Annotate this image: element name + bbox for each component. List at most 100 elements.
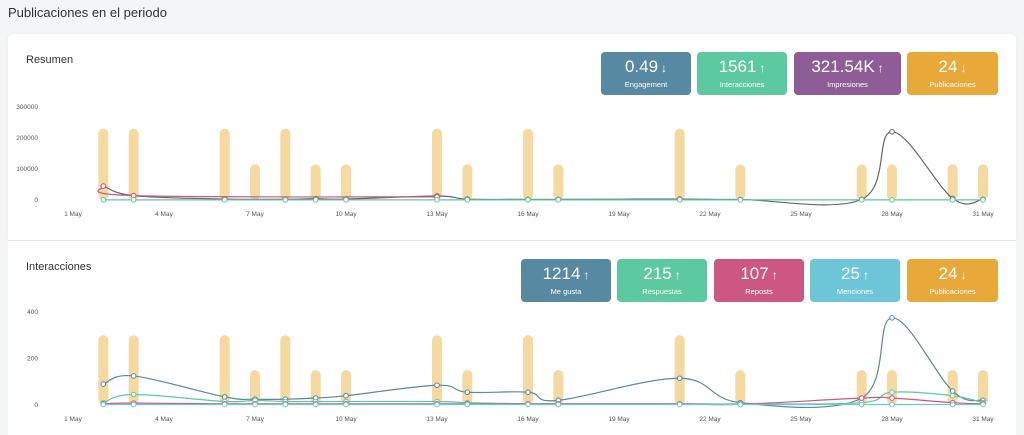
bar: [978, 370, 988, 405]
data-point: [434, 197, 440, 203]
kpi-menciones[interactable]: 25 ↑ Menciones: [810, 259, 900, 302]
bar: [250, 164, 260, 200]
x-tick-label: 13 May: [426, 416, 448, 423]
bar: [280, 128, 291, 200]
data-point: [889, 389, 895, 396]
data-point: [525, 197, 531, 203]
bar: [523, 128, 533, 200]
bar: [674, 128, 685, 200]
bar: [978, 164, 988, 200]
x-tick-label: 19 May: [608, 416, 630, 423]
bar: [128, 335, 139, 405]
x-tick-label: 7 May: [246, 416, 264, 423]
kpi-publicaciones[interactable]: 24 ↓ Publicaciones: [907, 52, 998, 95]
x-tick-label: 31 May: [972, 211, 994, 218]
kpi-reposts[interactable]: 107 ↑ Reposts: [714, 259, 804, 302]
y-tick-label: 0: [34, 402, 38, 409]
data-point: [130, 391, 137, 398]
data-point: [434, 382, 440, 389]
series-line: [97, 185, 438, 198]
data-point: [221, 197, 228, 203]
kpi-label: Impresiones: [827, 80, 868, 89]
data-point: [464, 197, 471, 203]
arrow-down-icon: ↓: [960, 268, 967, 282]
x-tick-label: 4 May: [155, 416, 173, 423]
bar: [310, 164, 321, 200]
kpi-value: 25: [841, 264, 860, 283]
kpi-label: Publicaciones: [929, 80, 976, 89]
bar: [432, 335, 442, 405]
data-point: [130, 401, 137, 408]
bar: [735, 370, 746, 405]
kpi-respuestas[interactable]: 215 ↑ Respuestas: [617, 259, 707, 302]
kpi-value: 0.49: [624, 57, 659, 76]
data-point: [889, 197, 895, 203]
x-tick-label: 7 May: [246, 211, 264, 218]
bar: [219, 128, 230, 200]
x-tick-label: 16 May: [517, 211, 539, 218]
bar: [887, 370, 897, 405]
kpi-me-gusta[interactable]: 1214 ↑ Me gusta: [521, 259, 611, 302]
x-tick-label: 1 May: [64, 211, 82, 218]
y-tick-label: 400: [27, 309, 38, 316]
kpi-value: 107: [740, 264, 769, 283]
x-tick-label: 28 May: [881, 211, 903, 218]
interacciones-title: Interacciones: [26, 261, 92, 273]
x-tick-label: 22 May: [699, 211, 721, 218]
resumen-chart: 0 100000 200000 300000 1 May 4 May 7 May 10 May…: [16, 104, 994, 218]
data-point: [555, 197, 562, 203]
y-tick-label: 0: [34, 197, 38, 204]
arrow-up-icon: ↑: [877, 61, 884, 75]
kpi-label: Interacciones: [719, 80, 765, 89]
bar: [250, 370, 260, 405]
data-point: [980, 197, 986, 203]
kpi-interacciones[interactable]: 1561 ↑ Interacciones: [697, 52, 787, 95]
x-tick-label: 10 May: [335, 211, 357, 218]
x-tick-label: 4 May: [155, 211, 173, 218]
data-point: [949, 401, 956, 408]
bar: [432, 128, 442, 200]
data-point: [100, 183, 107, 189]
kpi-value: 1561: [718, 57, 757, 76]
data-point: [100, 197, 107, 203]
arrow-down-icon: ↓: [661, 61, 668, 75]
data-point: [100, 381, 107, 387]
series-line: [103, 317, 984, 409]
arrow-down-icon: ↓: [960, 61, 967, 75]
x-tick-label: 25 May: [790, 211, 812, 218]
arrow-up-icon: ↑: [759, 61, 766, 75]
data-point: [312, 197, 319, 203]
bar: [98, 128, 109, 200]
data-point: [555, 401, 562, 408]
data-point: [221, 394, 228, 400]
data-point: [980, 401, 986, 408]
bar: [523, 335, 533, 405]
kpi-value: 321.54K: [811, 57, 875, 76]
data-point: [676, 375, 683, 382]
y-tick-label: 200: [27, 356, 38, 363]
data-point: [949, 388, 956, 394]
page-title: Publicaciones en el periodo: [8, 5, 167, 20]
data-point: [525, 389, 531, 396]
bar: [553, 370, 564, 405]
data-point: [464, 389, 471, 396]
kpi-label: Reposts: [745, 287, 773, 296]
kpi-impresiones[interactable]: 321.54K ↑ Impresiones: [794, 52, 901, 95]
kpi-publicaciones-2[interactable]: 24 ↓ Publicaciones: [907, 259, 998, 302]
data-point: [221, 401, 228, 408]
x-tick-label: 19 May: [608, 211, 630, 218]
bar: [128, 128, 139, 200]
kpi-value: 24: [938, 264, 958, 283]
x-tick-label: 25 May: [790, 416, 812, 423]
bar: [462, 370, 473, 405]
arrow-up-icon: ↑: [771, 268, 778, 282]
data-point: [464, 401, 471, 408]
x-tick-label: 22 May: [699, 416, 721, 423]
x-tick-label: 31 May: [972, 416, 994, 423]
arrow-up-icon: ↑: [862, 268, 869, 282]
kpi-engagement[interactable]: 0.49 ↓ Engagement: [601, 52, 691, 95]
data-point: [949, 197, 956, 203]
arrow-up-icon: ↑: [583, 268, 590, 282]
data-point: [889, 401, 895, 408]
bar: [553, 164, 564, 200]
